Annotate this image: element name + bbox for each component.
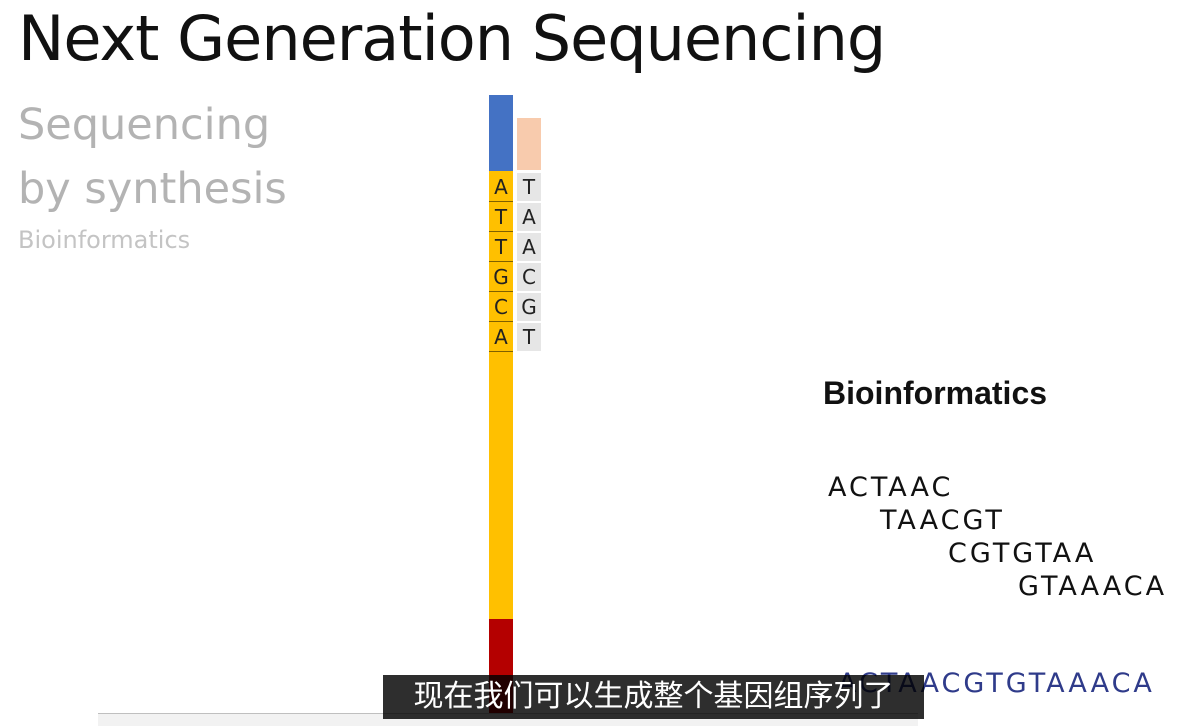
slide-subtitle-line-3: Bioinformatics — [18, 226, 191, 254]
sequence-read: GTAAACA — [1018, 571, 1168, 602]
complement-base: A — [517, 203, 541, 231]
template-base: G — [489, 262, 513, 292]
sequence-read: TAACGT — [880, 505, 1005, 536]
template-strand — [489, 95, 513, 725]
complement-base: A — [517, 233, 541, 261]
slide-subtitle-line-1: Sequencing — [18, 100, 271, 150]
slide-title: Next Generation Sequencing — [18, 2, 886, 75]
slide-subtitle-line-2: by synthesis — [18, 164, 287, 214]
template-base: A — [489, 172, 513, 202]
template-strand-top-cap — [489, 95, 513, 171]
template-base: T — [489, 202, 513, 232]
complement-base: T — [517, 323, 541, 351]
video-subtitle-caption: 现在我们可以生成整个基因组序列了 — [383, 675, 924, 719]
complement-base: C — [517, 263, 541, 291]
complement-base: T — [517, 173, 541, 201]
template-base: A — [489, 322, 513, 352]
primer-block — [517, 118, 541, 170]
complement-base: G — [517, 293, 541, 321]
template-base: T — [489, 232, 513, 262]
sequence-read: CGTGTAA — [948, 538, 1097, 569]
sequence-read: ACTAAC — [828, 472, 954, 503]
bioinformatics-heading: Bioinformatics — [823, 375, 1048, 411]
template-base: C — [489, 292, 513, 322]
